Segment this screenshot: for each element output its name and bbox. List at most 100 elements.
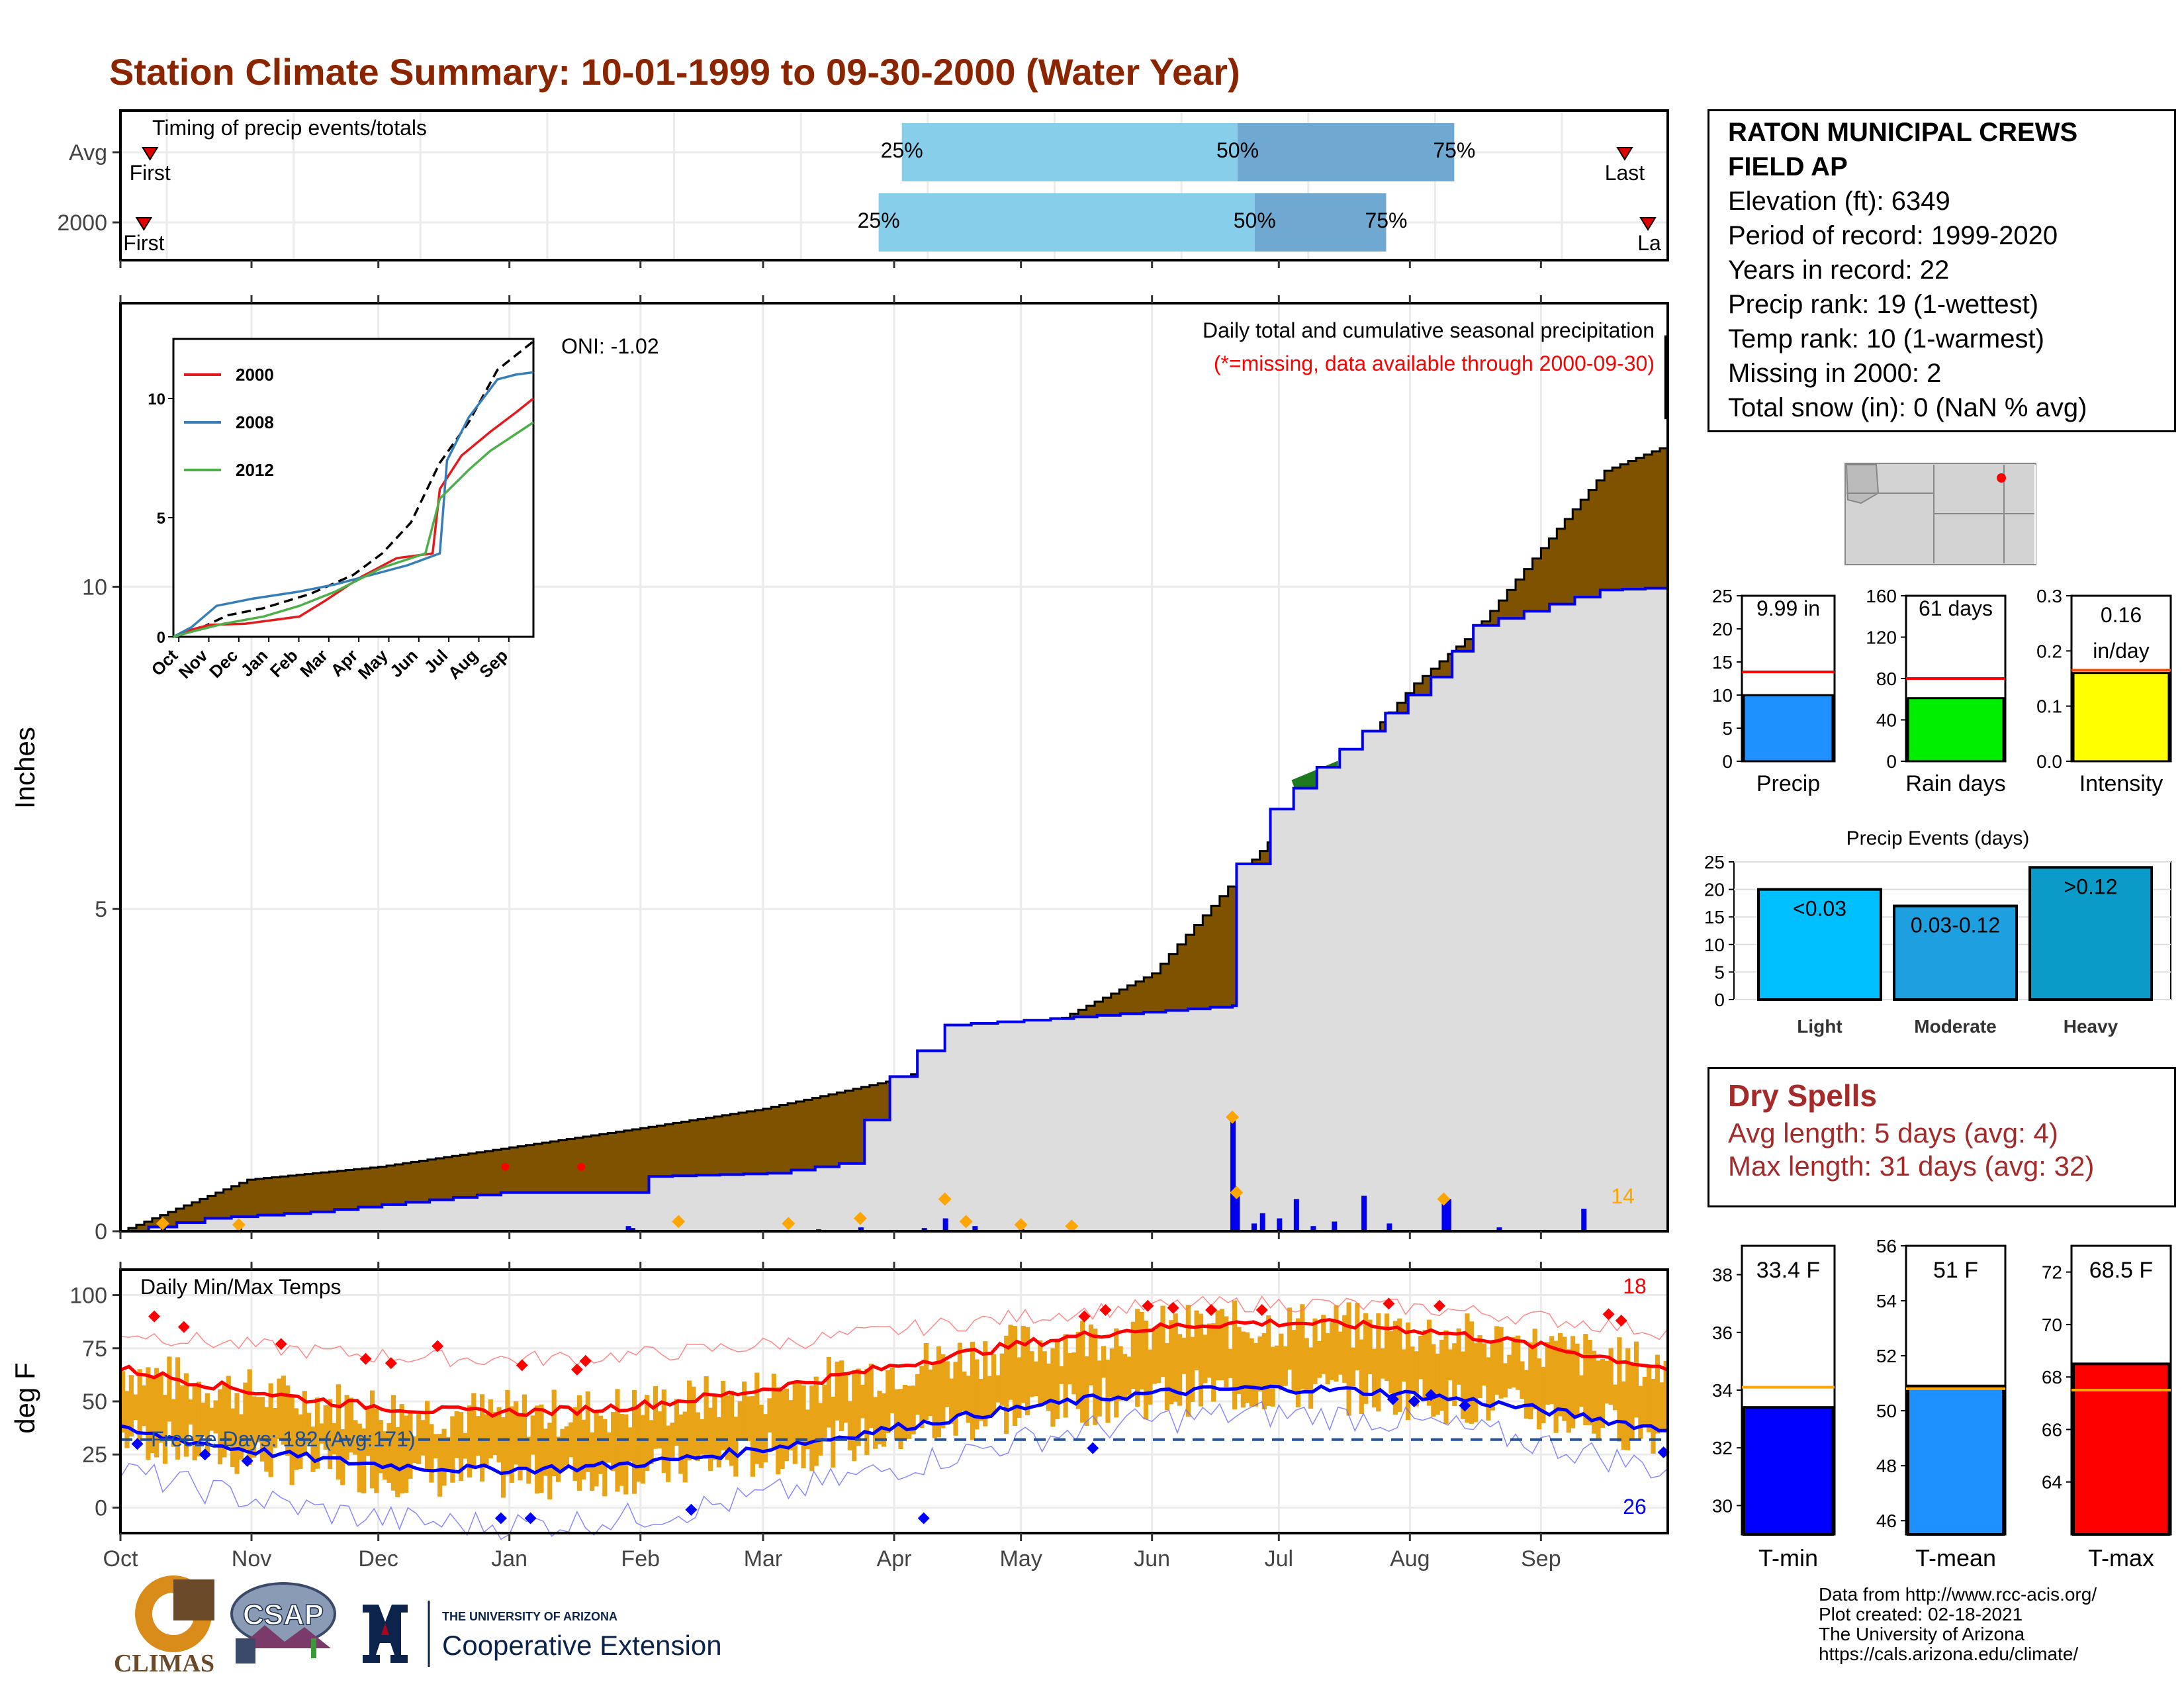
daily-temp-bar: [1629, 1365, 1635, 1438]
daily-precip-bar: [629, 1228, 635, 1231]
daily-precip-marker: [672, 1215, 686, 1229]
precip-title: Daily total and cumulative seasonal prec…: [1203, 318, 1655, 342]
daily-temp-bar: [1198, 1313, 1204, 1407]
daily-temp-bar: [1633, 1341, 1639, 1418]
daily-temp-bar: [408, 1412, 413, 1479]
station-period: Period of record: 1999-2020: [1728, 221, 2058, 250]
daily-temp-bar: [1206, 1323, 1212, 1378]
daily-temp-bar: [518, 1413, 523, 1481]
precip-subtitle: (*=missing, data available through 2000-…: [1214, 352, 1655, 375]
daily-temp-bar: [1452, 1343, 1457, 1407]
daily-temp-bar: [636, 1405, 641, 1482]
daily-temp-bar: [277, 1378, 282, 1440]
daily-temp-bar: [1253, 1342, 1259, 1407]
daily-temp-bar: [1071, 1352, 1077, 1395]
daily-temp-bar: [1596, 1360, 1601, 1438]
daily-temp-bar: [450, 1416, 455, 1483]
temp-bar-tick: 38: [1712, 1265, 1733, 1286]
daily-temp-bar: [1295, 1318, 1301, 1408]
timing-p25-label: 25%: [858, 209, 900, 232]
daily-temp-bar: [1169, 1320, 1174, 1405]
daily-temp-bar: [1321, 1315, 1326, 1374]
daily-temp-bar: [1578, 1375, 1584, 1407]
record-high-marker: [1602, 1308, 1615, 1321]
climas-logo-block: [173, 1579, 214, 1620]
daily-temp-bar: [555, 1436, 561, 1482]
events-range-label: <0.03: [1793, 897, 1846, 921]
daily-temp-bar: [1101, 1346, 1107, 1378]
daily-precip-bar: [625, 1226, 631, 1231]
record-low-count: 26: [1623, 1495, 1647, 1519]
daily-temp-bar: [771, 1374, 776, 1449]
record-low-marker: [199, 1448, 211, 1461]
record-low-marker: [1087, 1442, 1099, 1454]
temp-ylabel: deg F: [9, 1362, 40, 1433]
daily-temp-bar: [1050, 1348, 1056, 1427]
mini-bar-tick: 0.0: [2036, 751, 2062, 772]
daily-precip-marker: [1230, 1186, 1244, 1199]
precip-ytick-label: 10: [82, 575, 107, 600]
daily-temp-bar: [661, 1389, 666, 1474]
temp-bar: [1743, 1406, 1834, 1536]
daily-temp-bar: [928, 1369, 933, 1417]
daily-temp-bar: [581, 1419, 586, 1479]
cumulative-current-area: [120, 587, 1668, 1231]
credit-line-1: Data from http://www.rcc-acis.org/: [1819, 1584, 2097, 1605]
daily-temp-bar: [1012, 1325, 1018, 1426]
daily-temp-bar: [957, 1342, 963, 1413]
daily-temp-bar: [505, 1389, 510, 1476]
daily-temp-bar: [784, 1388, 790, 1462]
ua-name-small: THE UNIVERSITY OF ARIZONA: [442, 1610, 617, 1623]
mini-bar: [2072, 672, 2170, 763]
daily-temp-bar: [1148, 1349, 1153, 1405]
daily-temp-bar: [792, 1382, 797, 1464]
daily-temp-bar: [1621, 1381, 1626, 1450]
daily-temp-bar: [1600, 1359, 1605, 1428]
mini-bar: [1743, 694, 1834, 763]
daily-temp-bar: [390, 1395, 396, 1491]
daily-temp-bar: [619, 1413, 624, 1486]
daily-temp-bar: [201, 1402, 206, 1437]
daily-precip-marker: [938, 1192, 952, 1206]
daily-temp-bar: [1004, 1335, 1009, 1434]
daily-temp-bar: [970, 1341, 976, 1440]
daily-temp-bar: [551, 1389, 557, 1477]
daily-precip-marker: [156, 1217, 169, 1231]
daily-temp-bar: [940, 1354, 946, 1429]
daily-temp-bar: [911, 1385, 916, 1434]
daily-temp-bar: [1173, 1313, 1178, 1402]
daily-temp-bar: [526, 1436, 531, 1484]
daily-temp-bar: [205, 1393, 210, 1458]
daily-temp-bar: [310, 1427, 316, 1472]
daily-temp-bar: [471, 1393, 477, 1470]
daily-temp-bar: [424, 1401, 430, 1470]
daily-temp-bar: [150, 1376, 155, 1454]
daily-temp-bar: [1388, 1331, 1394, 1394]
daily-temp-bar: [847, 1401, 852, 1450]
daily-temp-bar: [953, 1362, 958, 1436]
inset-ytick-label: 10: [148, 391, 165, 408]
daily-temp-bar: [1574, 1343, 1580, 1418]
events-bar: [1893, 904, 2018, 1002]
daily-temp-bar: [805, 1409, 811, 1450]
daily-temp-bar: [1363, 1313, 1369, 1404]
daily-temp-bar: [547, 1423, 553, 1500]
daily-temp-bar: [864, 1368, 870, 1456]
dry-spells-max: Max length: 31 days (avg: 32): [1728, 1150, 2095, 1182]
daily-temp-bar: [704, 1376, 709, 1459]
daily-temp-bar: [678, 1414, 684, 1474]
daily-temp-bar: [479, 1394, 485, 1482]
daily-temp-bar: [1194, 1310, 1199, 1371]
daily-temp-bar: [1414, 1351, 1419, 1407]
daily-temp-bar: [966, 1376, 971, 1423]
record-low-marker: [131, 1438, 144, 1450]
mini-bar-value: 61 days: [1919, 596, 1993, 620]
csap-mountain: [238, 1625, 331, 1648]
station-name-line1: RATON MUNICIPAL CREWS: [1728, 118, 2078, 147]
events-tick: 0: [1714, 990, 1725, 1010]
mini-bar-tick: 0: [1722, 751, 1733, 772]
daily-temp-bar: [653, 1385, 659, 1449]
inset-2012-line: [173, 421, 534, 638]
events-range-label: >0.12: [2064, 874, 2118, 898]
daily-temp-bar: [598, 1415, 604, 1474]
